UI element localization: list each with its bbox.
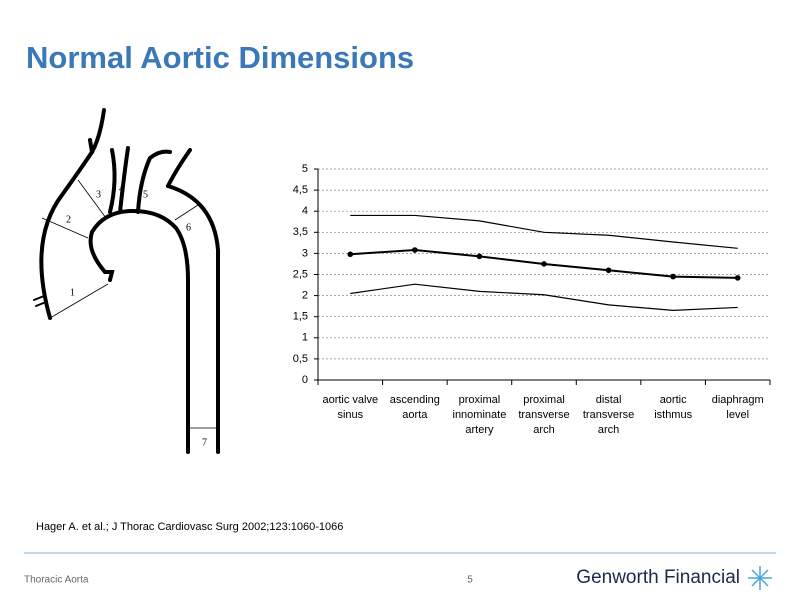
diagram-label: 2 — [66, 214, 71, 225]
y-tick-label: 0,5 — [293, 353, 308, 365]
diagram-label: 7 — [202, 437, 207, 448]
y-tick-label: 2,5 — [293, 268, 308, 280]
marker — [605, 267, 612, 274]
x-tick-label: ascending aorta — [389, 394, 440, 421]
slide-title: Normal Aortic Dimensions — [26, 40, 414, 75]
citation: Hager A. et al.; J Thorac Cardiovasc Sur… — [36, 521, 343, 533]
y-tick-label: 3,5 — [293, 226, 308, 238]
y-tick-label: 1 — [302, 332, 308, 344]
y-tick-label: 4,5 — [293, 184, 308, 196]
series-line — [350, 214, 738, 249]
marker — [412, 247, 418, 253]
x-tick-label: proximal transverse arch — [518, 394, 570, 436]
y-tick-label: 3 — [302, 247, 308, 259]
page-number: 5 — [467, 575, 473, 586]
footer-left: Thoracic Aorta — [24, 575, 89, 586]
diagram-label: 6 — [186, 222, 191, 233]
x-tick-label: aortic valve sinus — [322, 394, 379, 421]
diagram-label: 3 — [96, 189, 101, 200]
series-line — [350, 283, 738, 311]
marker — [670, 273, 676, 280]
y-tick-label: 1,5 — [293, 311, 308, 323]
y-tick-label: 0 — [302, 374, 308, 386]
y-tick-label: 5 — [302, 163, 308, 175]
measurement-lines — [41, 179, 216, 429]
marker — [734, 275, 741, 281]
y-tick-label: 4 — [302, 205, 308, 217]
x-tick-label: aortic isthmus — [654, 394, 693, 421]
brand: Genworth Financial — [576, 567, 740, 588]
x-tick-label: distal transverse arch — [582, 394, 635, 436]
marker — [476, 253, 483, 260]
brand-logo — [748, 566, 772, 590]
diagram-labels: 1 2 3 4 5 6 7 — [66, 183, 207, 448]
y-tick-label: 2 — [302, 290, 308, 302]
marker — [541, 261, 547, 267]
marker — [347, 251, 354, 258]
diagram-label: 5 — [143, 189, 148, 200]
diagram-label: 1 — [70, 287, 75, 298]
x-tick-label: proximal innominate artery — [452, 394, 507, 436]
x-tick-label: diaphragm level — [711, 394, 764, 421]
diagram-label: 4 — [119, 183, 124, 194]
aorta-diagram — [33, 108, 220, 454]
